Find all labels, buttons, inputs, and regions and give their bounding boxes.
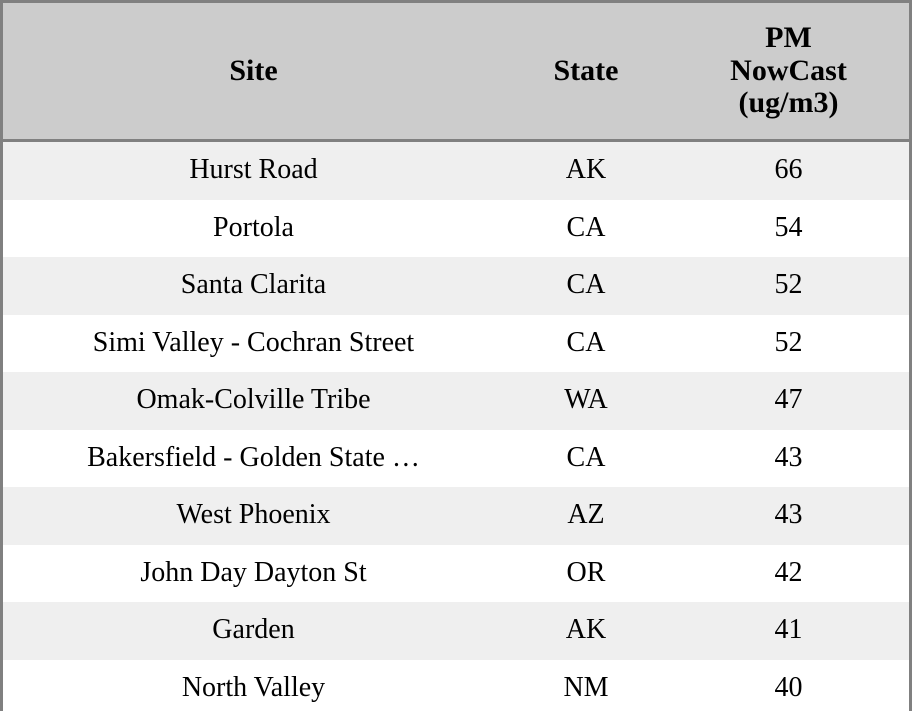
table-body: Hurst Road AK 66 Portola CA 54 Santa Cla… (3, 141, 909, 717)
cell-pm-nowcast: 47 (668, 372, 909, 430)
cell-site: Bakersfield - Golden State … (3, 430, 504, 488)
table-header-row: Site State PM NowCast (ug/m3) (3, 3, 909, 141)
column-header-state-line-1: State (510, 55, 662, 87)
column-header-pm-nowcast-line-3: (ug/m3) (674, 87, 903, 119)
cell-site: Omak-Colville Tribe (3, 372, 504, 430)
table-row[interactable]: Santa Clarita CA 52 (3, 257, 909, 315)
cell-site: John Day Dayton St (3, 545, 504, 603)
cell-pm-nowcast: 52 (668, 257, 909, 315)
table-header: Site State PM NowCast (ug/m3) (3, 3, 909, 141)
table-row[interactable]: Hurst Road AK 66 (3, 141, 909, 200)
cell-state: AK (504, 602, 668, 660)
cell-state: AZ (504, 487, 668, 545)
column-header-site[interactable]: Site (3, 3, 504, 141)
table-row[interactable]: Simi Valley - Cochran Street CA 52 (3, 315, 909, 373)
cell-pm-nowcast: 42 (668, 545, 909, 603)
cell-site: West Phoenix (3, 487, 504, 545)
cell-state: OR (504, 545, 668, 603)
cell-site: Portola (3, 200, 504, 258)
table-row[interactable]: Garden AK 41 (3, 602, 909, 660)
cell-pm-nowcast: 43 (668, 430, 909, 488)
column-header-state[interactable]: State (504, 3, 668, 141)
cell-pm-nowcast: 52 (668, 315, 909, 373)
cell-site: Simi Valley - Cochran Street (3, 315, 504, 373)
cell-pm-nowcast: 40 (668, 660, 909, 717)
cell-state: CA (504, 200, 668, 258)
cell-site: Santa Clarita (3, 257, 504, 315)
cell-state: WA (504, 372, 668, 430)
table-row[interactable]: North Valley NM 40 (3, 660, 909, 717)
cell-site: North Valley (3, 660, 504, 717)
column-header-pm-nowcast-line-2: NowCast (674, 55, 903, 87)
cell-pm-nowcast: 43 (668, 487, 909, 545)
air-quality-table: Site State PM NowCast (ug/m3) Hurst Road… (3, 3, 909, 717)
table-row[interactable]: Bakersfield - Golden State … CA 43 (3, 430, 909, 488)
cell-state: CA (504, 315, 668, 373)
cell-pm-nowcast: 41 (668, 602, 909, 660)
cell-state: AK (504, 141, 668, 200)
table-row[interactable]: Portola CA 54 (3, 200, 909, 258)
cell-state: CA (504, 430, 668, 488)
column-header-pm-nowcast[interactable]: PM NowCast (ug/m3) (668, 3, 909, 141)
cell-state: NM (504, 660, 668, 717)
table-row[interactable]: Omak-Colville Tribe WA 47 (3, 372, 909, 430)
cell-state: CA (504, 257, 668, 315)
column-header-site-line-1: Site (9, 55, 498, 87)
cell-site: Hurst Road (3, 141, 504, 200)
cell-pm-nowcast: 66 (668, 141, 909, 200)
table-row[interactable]: John Day Dayton St OR 42 (3, 545, 909, 603)
table-row[interactable]: West Phoenix AZ 43 (3, 487, 909, 545)
cell-pm-nowcast: 54 (668, 200, 909, 258)
column-header-pm-nowcast-line-1: PM (674, 22, 903, 54)
cell-site: Garden (3, 602, 504, 660)
